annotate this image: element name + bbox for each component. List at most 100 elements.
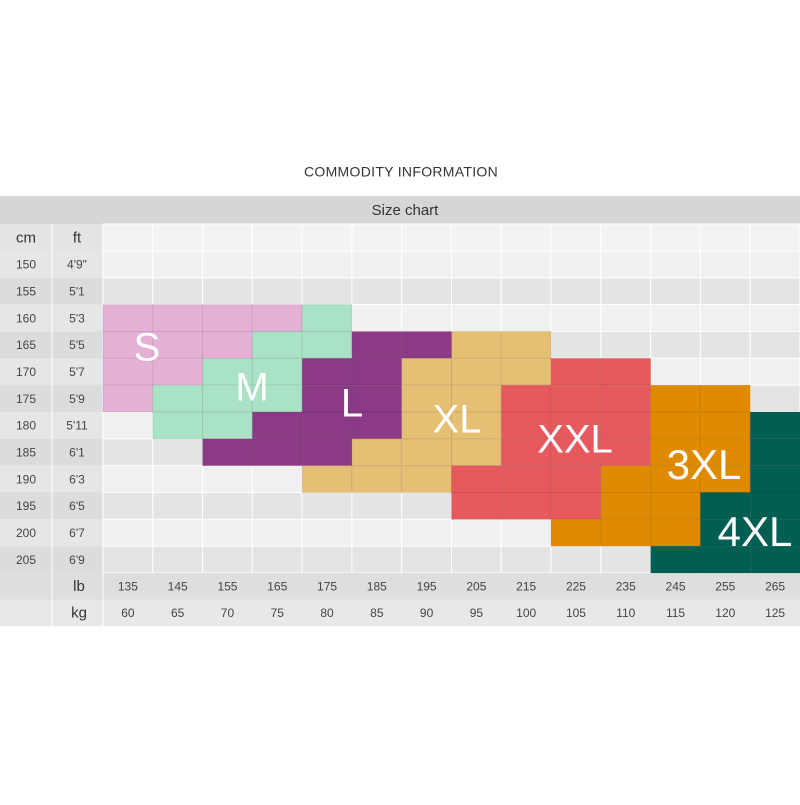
- empty-cell: [600, 331, 652, 359]
- empty-cell: [351, 277, 403, 306]
- size-cell: [102, 384, 154, 413]
- size-cell: [401, 357, 453, 386]
- weight-value: 215: [516, 579, 536, 593]
- size-cell: [351, 438, 403, 467]
- header-cell: [202, 223, 253, 252]
- empty-cell: [251, 465, 303, 493]
- size-cell: [251, 331, 303, 359]
- empty-cell: [749, 331, 800, 359]
- size-cell: [251, 304, 303, 332]
- empty-cell: [600, 545, 652, 574]
- size-cell: [600, 465, 652, 493]
- empty-cell: [550, 250, 602, 279]
- size-cell: [699, 438, 751, 467]
- size-cell: [749, 492, 800, 520]
- weight-value: 90: [420, 606, 434, 620]
- empty-cell: [650, 304, 701, 332]
- empty-cell: [401, 304, 453, 332]
- empty-cell: [451, 277, 502, 306]
- empty-cell: [301, 518, 353, 547]
- empty-cell: [749, 277, 800, 306]
- size-label: 3XL: [667, 441, 742, 488]
- size-cell: [699, 545, 751, 574]
- empty-cell: [451, 518, 502, 547]
- empty-cell: [202, 518, 253, 547]
- size-cell: [401, 331, 453, 359]
- header-cell: [749, 223, 800, 252]
- size-cell: [152, 304, 204, 332]
- height-header: ft: [73, 229, 82, 246]
- size-cell: [401, 438, 453, 467]
- cm-value: 170: [16, 365, 36, 379]
- empty-cell: [401, 492, 453, 520]
- weight-value: 265: [765, 579, 785, 593]
- weight-value: 235: [616, 579, 636, 593]
- weight-value: 185: [367, 579, 387, 593]
- header-cell: [351, 223, 403, 252]
- size-cell: [699, 465, 751, 493]
- ft-value: 4'9": [67, 258, 87, 272]
- size-cell: [451, 357, 502, 386]
- size-cell: [550, 357, 602, 386]
- empty-cell: [401, 250, 453, 279]
- size-cell: [152, 384, 204, 413]
- weight-value: 175: [317, 579, 337, 593]
- size-cell: [650, 545, 701, 574]
- size-cell: [500, 384, 552, 413]
- cm-value: 205: [16, 553, 36, 567]
- size-cell: [301, 331, 353, 359]
- empty-cell: [251, 250, 303, 279]
- empty-cell: [202, 277, 253, 306]
- weight-value: 60: [121, 606, 135, 620]
- weight-value: 245: [666, 579, 686, 593]
- weight-value: 70: [221, 606, 235, 620]
- empty-cell: [202, 465, 253, 493]
- empty-cell: [102, 438, 154, 467]
- empty-cell: [102, 465, 154, 493]
- size-cell: [600, 518, 652, 547]
- size-cell: [650, 384, 701, 413]
- empty-cell: [102, 250, 154, 279]
- weight-row-bg: [0, 573, 800, 600]
- size-cell: [749, 465, 800, 493]
- empty-cell: [500, 250, 552, 279]
- size-cell: [600, 384, 652, 413]
- size-cell: [202, 304, 253, 332]
- empty-cell: [550, 545, 602, 574]
- weight-value: 165: [267, 579, 287, 593]
- size-cell: [451, 492, 502, 520]
- weight-unit: lb: [73, 578, 85, 595]
- empty-cell: [699, 277, 751, 306]
- size-cell: [351, 465, 403, 493]
- size-cell: [451, 384, 502, 413]
- weight-value: 80: [320, 606, 334, 620]
- size-cell: [351, 331, 403, 359]
- header-cell: [401, 223, 453, 252]
- empty-cell: [550, 331, 602, 359]
- empty-cell: [600, 277, 652, 306]
- empty-cell: [102, 545, 154, 574]
- empty-cell: [152, 518, 204, 547]
- empty-cell: [401, 545, 453, 574]
- caption: Size chart: [372, 202, 440, 219]
- size-cell: [301, 465, 353, 493]
- empty-cell: [102, 492, 154, 520]
- empty-cell: [699, 304, 751, 332]
- header-cell: [550, 223, 602, 252]
- header-cell: [301, 223, 353, 252]
- size-cell: [451, 331, 502, 359]
- size-cell: [152, 357, 204, 386]
- header-cell: [600, 223, 652, 252]
- empty-cell: [102, 277, 154, 306]
- size-cell: [202, 411, 253, 440]
- size-cell: [451, 465, 502, 493]
- size-cell: [500, 465, 552, 493]
- weight-row-bg: [0, 599, 800, 626]
- size-cell: [202, 438, 253, 467]
- size-cell: [650, 465, 701, 493]
- header-cell: [102, 223, 154, 252]
- empty-cell: [251, 545, 303, 574]
- cm-value: 150: [16, 258, 36, 272]
- empty-cell: [650, 277, 701, 306]
- size-cell: [600, 438, 652, 467]
